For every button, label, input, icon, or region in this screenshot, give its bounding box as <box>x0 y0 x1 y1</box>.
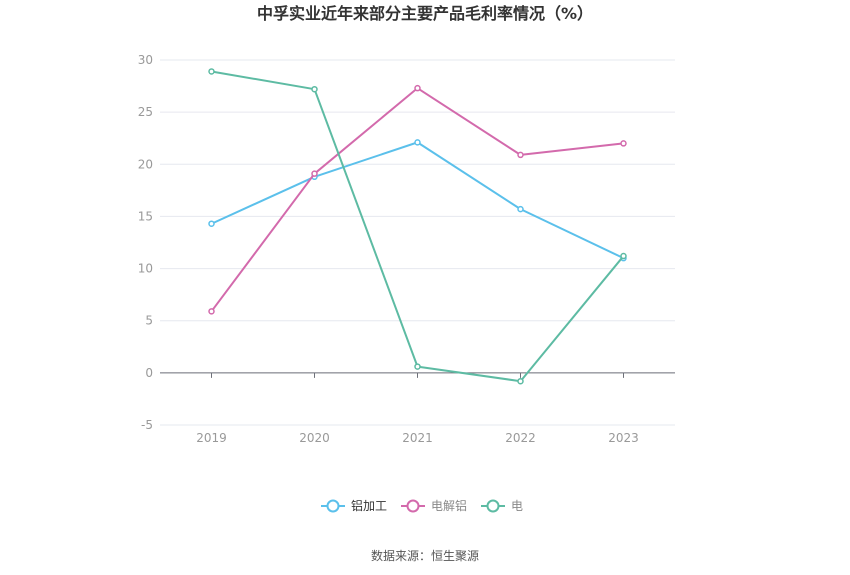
data-point[interactable] <box>311 85 318 93</box>
legend-label: 铝加工 <box>351 498 387 513</box>
y-axis: -5 0 5 10 15 20 25 30 <box>138 53 153 432</box>
grid-lines <box>160 59 675 426</box>
legend-label: 电 <box>511 499 523 513</box>
legend-marker <box>406 499 420 513</box>
legend-marker <box>486 499 500 513</box>
series-line-2[interactable] <box>211 70 625 383</box>
source-note: 数据来源：恒生聚源 <box>371 548 479 563</box>
data-point[interactable] <box>208 308 215 315</box>
data-point[interactable] <box>517 377 524 385</box>
series-layer <box>208 68 627 385</box>
x-tick-label: 2023 <box>608 431 639 445</box>
legend-item-2[interactable]: 电 <box>481 499 523 513</box>
series-line-0[interactable] <box>211 141 624 260</box>
y-tick-label: 10 <box>138 262 153 276</box>
legend-marker <box>326 499 340 513</box>
data-point[interactable] <box>517 205 524 213</box>
x-tick-label: 2021 <box>402 431 433 445</box>
y-tick-label: 25 <box>138 105 153 119</box>
chart-title: 中孚实业近年来部分主要产品毛利率情况（%） <box>257 4 593 23</box>
x-axis: 2019 2020 2021 2022 2023 <box>160 372 675 445</box>
data-point[interactable] <box>208 220 215 227</box>
x-tick-label: 2022 <box>505 431 536 445</box>
y-tick-label: 0 <box>145 366 153 380</box>
data-point[interactable] <box>414 84 421 92</box>
y-tick-label: 30 <box>138 53 153 67</box>
x-tick-label: 2019 <box>196 431 227 445</box>
data-point[interactable] <box>414 139 421 146</box>
y-tick-label: 15 <box>138 209 153 223</box>
y-tick-label: -5 <box>141 418 153 432</box>
data-point[interactable] <box>311 170 318 177</box>
legend-item-1[interactable]: 电解铝 <box>401 498 467 513</box>
data-point[interactable] <box>620 252 627 260</box>
x-tick-label: 2020 <box>299 431 330 445</box>
y-tick-label: 20 <box>138 157 153 171</box>
legend-item-0[interactable]: 铝加工 <box>321 498 387 513</box>
series-line-1[interactable] <box>210 87 624 312</box>
legend-label: 电解铝 <box>431 498 467 513</box>
y-tick-label: 5 <box>145 314 153 328</box>
data-point[interactable] <box>620 140 627 147</box>
data-point[interactable] <box>208 68 215 75</box>
data-point[interactable] <box>414 363 421 370</box>
data-point[interactable] <box>517 151 524 159</box>
legend[interactable]: 铝加工 电解铝 电 <box>321 498 523 513</box>
